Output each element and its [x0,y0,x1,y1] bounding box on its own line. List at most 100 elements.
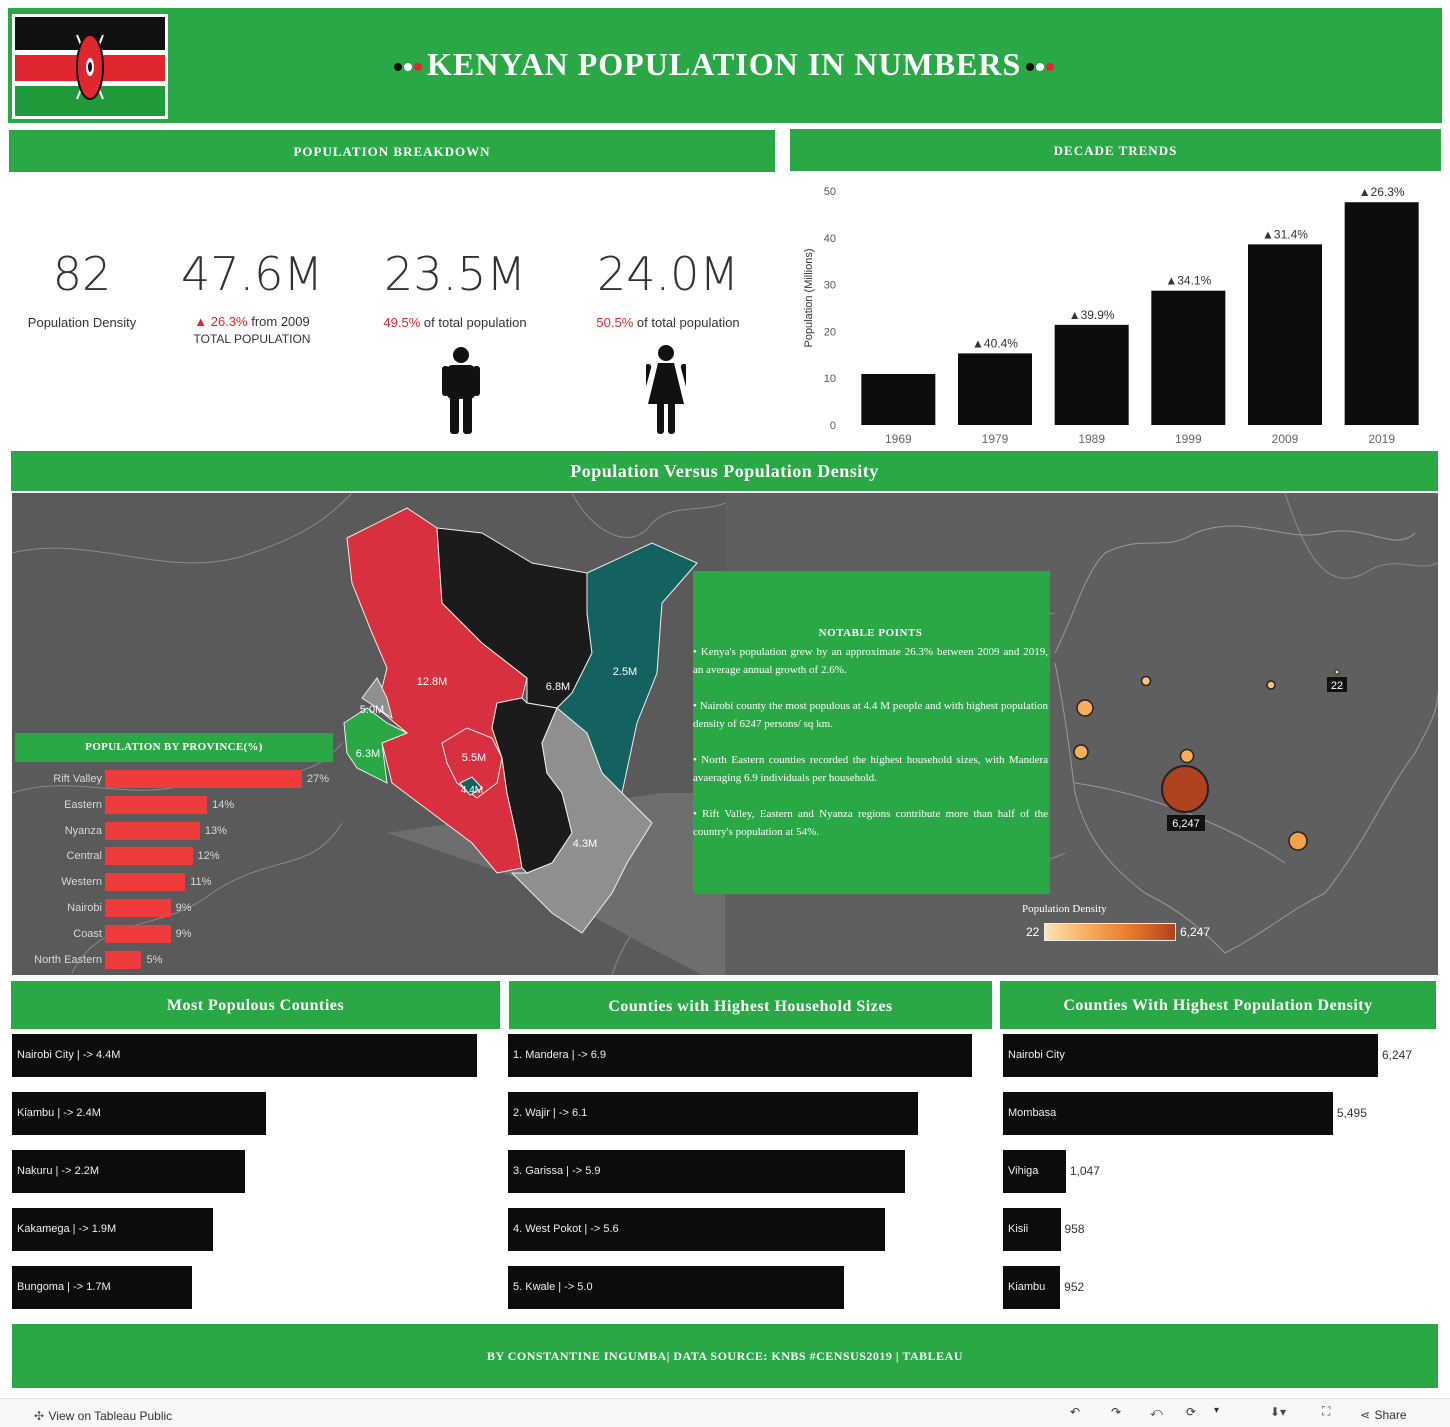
county-bar[interactable]: Vihiga [1003,1150,1066,1193]
data-label: ▲40.4% [972,336,1018,350]
map-section-header [11,451,1438,491]
province-pct: 14% [212,798,235,811]
county-bar[interactable]: 2. Wajir | -> 6.1 [508,1092,919,1135]
county-bar[interactable]: 4. West Pokot | -> 5.6 [508,1208,885,1251]
populous-header [11,981,500,1029]
density-header [1000,981,1436,1029]
province-label: Rift Valley [53,773,102,785]
county-bar[interactable]: Nairobi City | -> 4.4M [12,1034,477,1077]
male-pct: 49.5% [383,315,421,330]
county-value: 6,247 [1382,1048,1413,1062]
notable-points-title: NOTABLE POINTS [818,627,923,639]
county-bar[interactable]: Nakuru | -> 2.2M [12,1150,245,1193]
province-pct: 9% [175,927,192,940]
density-legend-title: Population Density [1022,903,1107,915]
download-icon[interactable]: ⬇▾ [1270,1405,1287,1419]
total-population-label: TOTAL POPULATION [193,332,311,346]
x-tick-label: 1979 [982,432,1009,446]
province-bar[interactable] [105,847,193,866]
province-label: Nairobi [67,902,102,914]
title-dots-right [1025,60,1057,79]
view-on-tableau-label: View on Tableau Public [48,1409,173,1423]
county-bar[interactable]: 5. Kwale | -> 5.0 [508,1266,845,1309]
county-value: 958 [1064,1222,1085,1236]
y-tick-label: 30 [824,280,836,292]
province-label: Central [66,850,102,863]
county-value: 5,495 [1336,1106,1367,1120]
view-on-tableau-link[interactable]: ✣ View on Tableau Public [34,1407,172,1425]
title-dots-left [393,60,425,79]
pause-icon[interactable]: ▾ [1214,1405,1220,1416]
revert-icon[interactable]: ⤺ [1150,1405,1163,1419]
density-bar-chart: Nairobi City 6,247 Mombasa 5,495 Vihiga 1,047… [1003,1034,1438,1314]
density-label: Population Density [27,315,137,330]
province-pct: 27% [307,773,330,785]
growth-pct: 26.3% [210,314,248,329]
region-label-central: 5.5M [462,752,486,764]
county-bar[interactable]: Nairobi City [1003,1034,1378,1077]
share-button[interactable]: ⋖ Share [1360,1406,1407,1424]
county-bar[interactable]: Kakamega | -> 1.9M [12,1208,213,1251]
household-header [509,981,992,1029]
county-bar[interactable]: Kiambu [1003,1266,1061,1309]
refresh-icon[interactable]: ⟳ [1186,1405,1197,1419]
note-item: • Rift Valley, Eastern and Nyanza region… [693,808,1048,838]
province-bar[interactable] [105,770,302,788]
province-bar[interactable] [105,950,142,969]
province-bar-chart: Rift Valley 27% Eastern 14% Nyanza 13% Central… [12,770,342,975]
female-population-value: 24.0M [596,247,740,301]
trends-header [790,129,1441,171]
province-pct: 12% [197,850,220,863]
female-pct: 50.5% [596,315,634,330]
province-bar[interactable] [105,821,200,840]
household-title: Counties with Highest Household Sizes [608,998,893,1015]
county-value: 1,047 [1069,1164,1100,1178]
total-growth: ▲ 26.3% from 2009 [172,314,332,329]
county-bar[interactable]: 3. Garissa | -> 5.9 [508,1150,905,1193]
province-bar[interactable] [105,795,208,814]
map-section-title: Population Versus Population Density [570,461,879,481]
note-item: • North Eastern counties recorded the hi… [693,754,1048,784]
province-label: Nyanza [64,824,102,837]
county-bar[interactable]: Mombasa [1003,1092,1333,1135]
province-bar[interactable] [105,899,171,917]
kenya-flag [12,14,168,119]
redo-icon[interactable]: ↷ [1111,1405,1122,1419]
region-label-north-eastern: 2.5M [613,666,637,678]
density-legend-max: 6,247 [1180,925,1211,939]
county-bar[interactable]: Bungoma | -> 1.7M [12,1266,192,1309]
flag-icon [15,17,165,116]
density-max-label: 6,247 [1172,818,1200,830]
county-bar[interactable]: Kiambu | -> 2.4M [12,1092,266,1135]
female-share: 50.5% of total population [578,315,758,330]
male-share: 49.5% of total population [365,315,545,330]
populous-title: Most Populous Counties [166,997,345,1014]
bar-1969 [861,373,936,425]
header-bar [8,8,1442,123]
male-population-value: 23.5M [383,247,527,301]
share-label: Share [1374,1408,1407,1422]
fullscreen-icon[interactable]: ⛶ [1322,1404,1331,1418]
x-tick-label: 1969 [885,432,912,446]
county-bar[interactable]: Kisii [1003,1208,1061,1251]
note-item: • Nairobi county the most populous at 4.… [693,700,1048,730]
province-bar[interactable] [105,873,186,892]
province-bar[interactable] [105,924,171,943]
data-label: ▲34.1% [1165,274,1211,288]
density-min-label: 22 [1331,680,1343,692]
density-legend-min: 22 [1026,925,1040,939]
y-tick-label: 20 [824,326,836,338]
region-label-nyanza: 6.3M [356,748,380,760]
household-bar-chart: 1. Mandera | -> 6.9 2. Wajir | -> 6.1 3. G… [508,1034,978,1314]
x-tick-label: 2009 [1272,432,1299,446]
bar-1979 [958,353,1032,425]
populous-bar-chart: Nairobi City | -> 4.4M Kiambu | -> 2.4M Na… [12,1034,492,1314]
bar-2009 [1248,244,1322,425]
total-population-value: 47.6M [180,247,324,301]
undo-icon[interactable]: ↶ [1070,1405,1081,1419]
data-label: ▲31.4% [1262,227,1308,241]
y-tick-label: 40 [824,233,836,245]
county-bar[interactable]: 1. Mandera | -> 6.9 [508,1034,972,1077]
male-suffix: of total population [423,315,527,330]
bar-1989 [1054,324,1129,425]
